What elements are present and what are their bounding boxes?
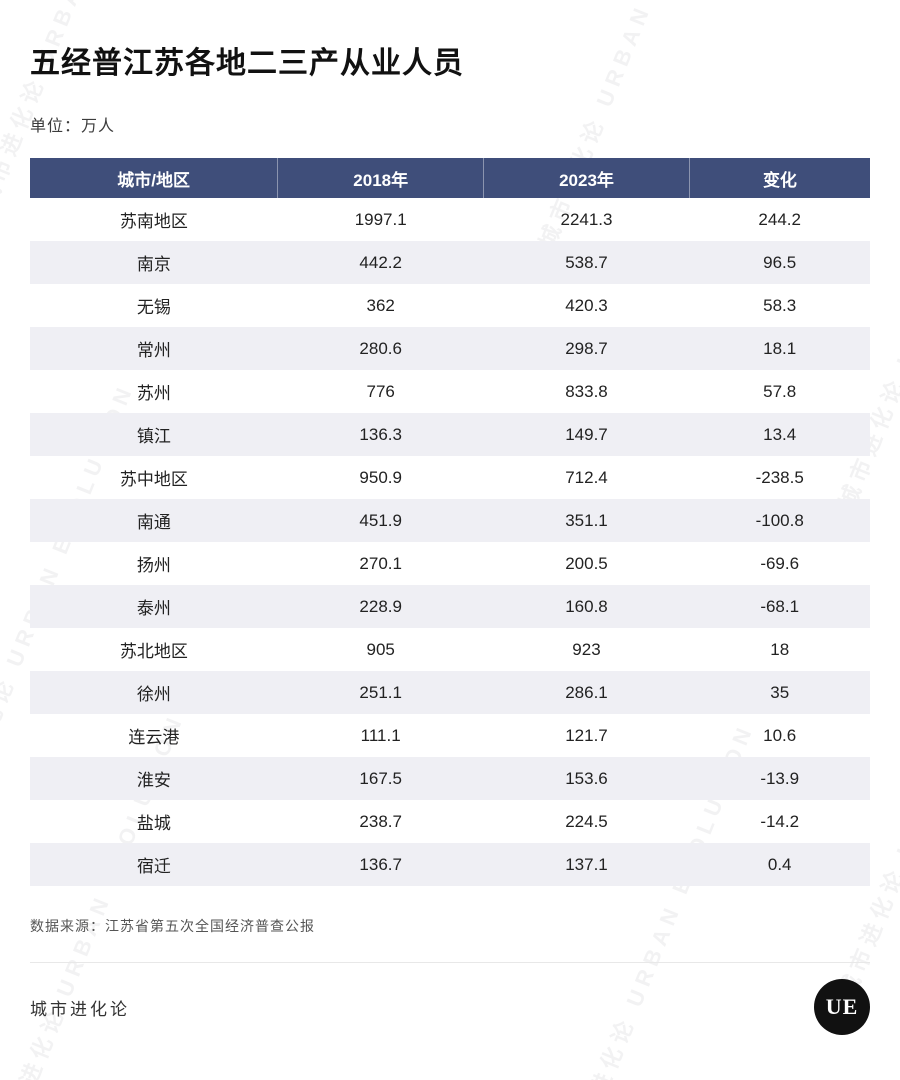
table-row: 苏中地区 950.9 712.4 -238.5 (30, 456, 870, 499)
region-cell: 盐城 (136, 814, 171, 833)
value-cell: 451.9 (277, 499, 484, 542)
header-2023: 2023年 (483, 158, 690, 198)
value-cell: 137.1 (483, 843, 690, 886)
value-cell: 10.6 (763, 725, 797, 745)
table-row: 连云港 111.1 121.7 10.6 (30, 714, 870, 757)
value-cell: 280.6 (277, 327, 484, 370)
table-header-row: 城市/地区 2018年 2023年 变化 (30, 158, 870, 198)
data-table: 城市/地区 2018年 2023年 变化 苏南地区 1997.1 2241.3 244… (30, 158, 870, 886)
brand-logo-text: UE (825, 994, 859, 1019)
value-cell: 121.7 (565, 725, 608, 745)
value-cell: 776 (366, 381, 395, 401)
value-cell: 167.5 (277, 757, 484, 800)
table-row: 徐州 251.1 286.1 35 (30, 671, 870, 714)
value-cell: 0.4 (689, 843, 870, 886)
value-cell: 96.5 (689, 241, 870, 284)
value-cell: 153.6 (483, 757, 690, 800)
value-cell: -13.9 (689, 757, 870, 800)
value-cell: 111.1 (360, 725, 401, 745)
region-cell: 苏中地区 (119, 470, 188, 489)
region-cell: 扬州 (136, 556, 171, 575)
region-cell: 泰州 (30, 585, 278, 628)
value-cell: 923 (572, 639, 601, 659)
region-cell: 南京 (30, 241, 278, 284)
table-row: 常州 280.6 298.7 18.1 (30, 327, 870, 370)
brand-name: 城市进化论 (30, 999, 130, 1019)
value-cell: 442.2 (277, 241, 484, 284)
region-cell: 苏州 (136, 384, 171, 403)
value-cell: 833.8 (565, 381, 608, 401)
value-cell: 136.3 (277, 413, 484, 456)
value-cell: -69.6 (760, 553, 800, 573)
value-cell: 1997.1 (354, 209, 407, 229)
footer-bar: 城市进化论 UE (30, 979, 870, 1035)
value-cell: 351.1 (483, 499, 690, 542)
value-cell: 270.1 (359, 553, 402, 573)
value-cell: 200.5 (565, 553, 608, 573)
region-cell: 无锡 (136, 298, 171, 317)
header-change: 变化 (689, 158, 870, 198)
value-cell: 905 (366, 639, 395, 659)
value-cell: 149.7 (483, 413, 690, 456)
table-row: 苏北地区 905 923 18 (30, 628, 870, 671)
table-row: 盐城 238.7 224.5 -14.2 (30, 800, 870, 843)
region-cell: 连云港 (128, 728, 180, 747)
unit-label: 单位：万人 (30, 118, 116, 135)
value-cell: 420.3 (565, 295, 608, 315)
value-cell: -238.5 (755, 467, 804, 487)
table-row: 宿迁 136.7 137.1 0.4 (30, 843, 870, 886)
region-cell: 宿迁 (30, 843, 278, 886)
value-cell: -14.2 (760, 811, 800, 831)
table-row: 无锡 362 420.3 58.3 (30, 284, 870, 327)
value-cell: 13.4 (689, 413, 870, 456)
value-cell: 2241.3 (560, 209, 613, 229)
region-cell: 常州 (30, 327, 278, 370)
table-row: 镇江 136.3 149.7 13.4 (30, 413, 870, 456)
brand-logo: UE (814, 979, 870, 1035)
table-row: 南通 451.9 351.1 -100.8 (30, 499, 870, 542)
table-row: 扬州 270.1 200.5 -69.6 (30, 542, 870, 585)
region-cell: 淮安 (30, 757, 278, 800)
value-cell: 18.1 (689, 327, 870, 370)
value-cell: 18 (770, 639, 790, 659)
value-cell: 298.7 (483, 327, 690, 370)
region-cell: 镇江 (30, 413, 278, 456)
value-cell: 950.9 (359, 467, 402, 487)
region-cell: 南通 (30, 499, 278, 542)
footer-divider (30, 962, 870, 963)
table-body: 苏南地区 1997.1 2241.3 244.2 南京 442.2 538.7 96.5 无锡 3… (30, 198, 870, 886)
value-cell: 57.8 (763, 381, 797, 401)
value-cell: 251.1 (277, 671, 484, 714)
table-row: 淮安 167.5 153.6 -13.9 (30, 757, 870, 800)
value-cell: 238.7 (359, 811, 402, 831)
value-cell: 58.3 (763, 295, 797, 315)
value-cell: 362 (366, 295, 395, 315)
region-cell: 苏北地区 (119, 642, 188, 661)
value-cell: 35 (689, 671, 870, 714)
value-cell: 538.7 (483, 241, 690, 284)
table-row: 苏南地区 1997.1 2241.3 244.2 (30, 198, 870, 241)
value-cell: 228.9 (277, 585, 484, 628)
header-region: 城市/地区 (30, 158, 279, 198)
value-cell: 136.7 (277, 843, 484, 886)
table-row: 泰州 228.9 160.8 -68.1 (30, 585, 870, 628)
value-cell: 244.2 (758, 209, 801, 229)
value-cell: -100.8 (689, 499, 870, 542)
value-cell: 160.8 (483, 585, 690, 628)
value-cell: 224.5 (565, 811, 608, 831)
table-row: 苏州 776 833.8 57.8 (30, 370, 870, 413)
value-cell: 286.1 (483, 671, 690, 714)
table-row: 南京 442.2 538.7 96.5 (30, 241, 870, 284)
data-source: 数据来源：江苏省第五次全国经济普查公报 (30, 918, 315, 934)
value-cell: 712.4 (565, 467, 608, 487)
value-cell: -68.1 (689, 585, 870, 628)
header-2018: 2018年 (277, 158, 485, 198)
region-cell: 徐州 (30, 671, 278, 714)
region-cell: 苏南地区 (119, 212, 188, 231)
page-title: 五经普江苏各地二三产从业人员 (30, 47, 464, 80)
